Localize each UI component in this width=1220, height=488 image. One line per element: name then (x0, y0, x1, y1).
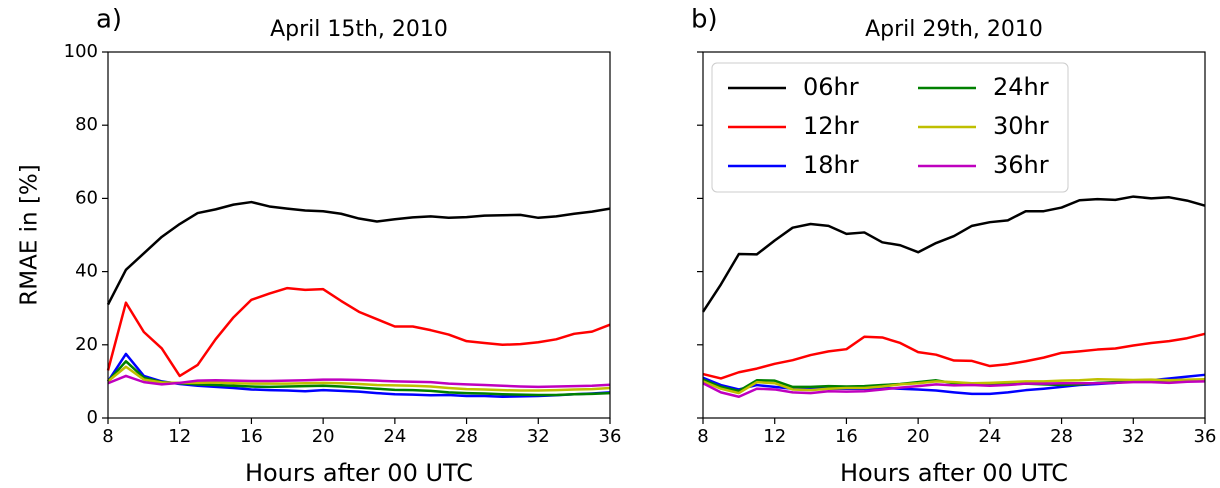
y-tick-label: 20 (75, 334, 98, 355)
x-tick-label: 16 (835, 426, 858, 447)
panel-label: b) (691, 5, 718, 35)
chart-title: April 15th, 2010 (270, 17, 448, 42)
x-tick-label: 24 (978, 426, 1001, 447)
series-line (702, 377, 1206, 395)
x-tick-label: 24 (383, 426, 406, 447)
x-tick-label: 8 (102, 426, 113, 447)
legend-box (711, 62, 1069, 193)
x-tick-label: 16 (240, 426, 263, 447)
y-tick-label: 0 (87, 407, 98, 428)
series-line (106, 286, 611, 378)
series-line (701, 195, 1206, 313)
legend-label: 18hr (803, 151, 859, 179)
series-line (702, 380, 1206, 399)
plot-frame (702, 51, 1206, 419)
series-line (106, 200, 611, 306)
x-tick-label: 12 (168, 426, 191, 447)
chart-title: April 29th, 2010 (865, 17, 1043, 42)
x-tick-label: 36 (599, 426, 622, 447)
series-line (702, 332, 1206, 380)
x-tick-label: 12 (763, 426, 786, 447)
legend-label: 12hr (803, 112, 859, 140)
x-tick-label: 28 (1050, 426, 1073, 447)
legend-label: 06hr (803, 73, 859, 101)
x-tick-label: 28 (455, 426, 478, 447)
legend-label: 36hr (993, 151, 1049, 179)
y-tick-label: 60 (75, 187, 98, 208)
y-tick-label: 100 (64, 41, 98, 62)
y-axis-label: RMAE in [%] (17, 164, 43, 305)
x-tick-label: 8 (697, 426, 708, 447)
x-tick-label: 20 (907, 426, 930, 447)
panel-label: a) (96, 5, 122, 35)
x-tick-label: 36 (1194, 426, 1217, 447)
series-line (107, 365, 611, 392)
x-tick-label: 20 (312, 426, 335, 447)
legend-label: 30hr (993, 112, 1049, 140)
x-tick-label: 32 (1122, 426, 1145, 447)
series-line (107, 374, 611, 389)
x-axis-label: Hours after 00 UTC (245, 459, 473, 487)
plot-frame (107, 51, 611, 419)
x-tick-label: 32 (527, 426, 550, 447)
y-tick-label: 40 (75, 261, 98, 282)
x-axis-label: Hours after 00 UTC (840, 459, 1068, 487)
legend-label: 24hr (993, 73, 1049, 101)
y-tick-label: 80 (75, 114, 98, 135)
